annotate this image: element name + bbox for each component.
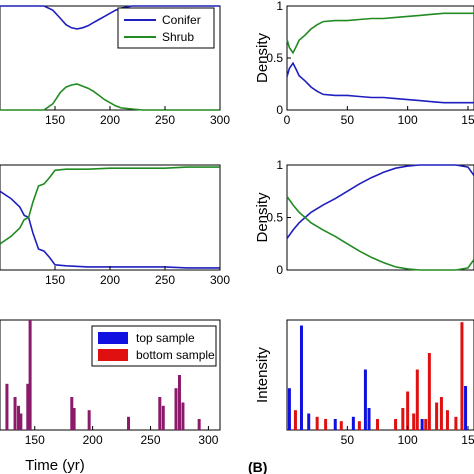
x-tick-label-b1: 15	[461, 113, 474, 127]
bar-a3	[181, 402, 185, 430]
x-tick-label-a3: 150	[25, 433, 45, 447]
bar-bottom-sample	[439, 397, 443, 430]
bar-top-sample	[351, 416, 355, 430]
x-tick-label-a3: 250	[141, 433, 161, 447]
bar-bottom-sample	[324, 419, 328, 430]
bar-bottom-sample	[401, 408, 405, 430]
bar-a3	[161, 405, 165, 430]
bar-bottom-sample	[454, 416, 458, 430]
x-tick-label-a2: 250	[155, 273, 175, 287]
x-tick-label-b3: 15	[461, 433, 474, 447]
y-tick-label-b1: 0	[276, 103, 283, 117]
x-tick-label-a1: 200	[100, 113, 120, 127]
series-line-b1-1	[286, 12, 474, 55]
bar-bottom-sample	[357, 421, 361, 430]
y-tick-label-b1: 0.5	[266, 51, 283, 65]
x-tick-label-b3: 100	[398, 433, 418, 447]
series-line-a1-1	[0, 83, 220, 111]
x-tick-label-a2: 200	[100, 273, 120, 287]
bar-bottom-sample	[315, 416, 319, 430]
bar-a3	[19, 413, 23, 430]
bar-top-sample	[299, 325, 303, 430]
bar-top-sample	[333, 419, 337, 430]
bar-bottom-sample	[445, 410, 449, 430]
x-tick-label-b1: 100	[398, 113, 418, 127]
bar-bottom-sample	[293, 410, 297, 430]
axes-frame-a3	[0, 319, 221, 431]
bar-top-sample	[307, 413, 311, 430]
x-tick-label-a1: 300	[210, 113, 230, 127]
x-axis-label-a3: Time (yr)	[25, 457, 84, 474]
x-tick-label-a3: 200	[83, 433, 103, 447]
y-tick-label-b2: 1	[276, 158, 283, 172]
bar-bottom-sample	[415, 369, 419, 430]
bar-bottom-sample	[375, 419, 379, 430]
bar-a3	[17, 405, 21, 430]
y-tick-label-b1: 1	[276, 0, 283, 13]
axes-frame-a2	[0, 164, 221, 271]
y-axis-label-b3: Intensity	[254, 347, 271, 403]
x-tick-label-a2: 150	[45, 273, 65, 287]
bar-a3	[28, 320, 32, 430]
bar-top-sample	[464, 386, 468, 430]
bar-a3	[70, 397, 74, 430]
legend-a3-swatch	[98, 332, 128, 344]
series-line-b2-0	[286, 164, 474, 239]
bar-a3	[197, 419, 201, 430]
y-tick-label-b2: 0.5	[266, 211, 283, 225]
bar-bottom-sample	[460, 322, 464, 430]
axes-frame-b1	[286, 5, 474, 111]
legend-a3-entry: bottom sample	[136, 348, 215, 362]
series-line-b2-1	[286, 196, 474, 271]
bar-top-sample	[367, 408, 371, 430]
axes-frame-b2	[286, 164, 474, 271]
y-axis-label-b2: Density	[254, 192, 271, 243]
x-tick-label-b3: 50	[341, 433, 355, 447]
legend-a1-entry: Shrub	[162, 30, 194, 44]
bar-bottom-sample	[435, 402, 439, 430]
series-line-a2-1	[0, 166, 220, 245]
bar-a3	[72, 408, 76, 430]
panel-b-label: (B)	[248, 459, 267, 474]
y-tick-label-b2: 0	[276, 263, 283, 277]
bar-a3	[127, 416, 131, 430]
y-axis-label-b1: Density	[254, 32, 271, 83]
bar-bottom-sample	[394, 419, 398, 430]
legend-a1-box	[117, 7, 215, 49]
bar-bottom-sample	[424, 419, 428, 430]
bar-a3	[26, 383, 30, 430]
bar-a3	[158, 397, 162, 430]
bar-a3	[174, 388, 178, 430]
bar-a3	[87, 410, 91, 430]
bar-bottom-sample	[427, 353, 431, 430]
bar-bottom-sample	[412, 413, 416, 430]
legend-a3-entry: top sample	[136, 331, 195, 345]
x-tick-label-a1: 150	[45, 113, 65, 127]
bar-a3	[5, 383, 9, 430]
series-line-b1-0	[286, 61, 474, 104]
legend-a1-entry: Conifer	[162, 13, 201, 27]
bar-bottom-sample	[406, 391, 410, 430]
series-line-a2-0	[0, 190, 220, 269]
bar-top-sample	[363, 369, 367, 430]
legend-a3-swatch	[98, 349, 128, 361]
x-tick-label-a1: 250	[155, 113, 175, 127]
x-tick-label-a3: 300	[198, 433, 218, 447]
x-tick-label-b1: 0	[284, 113, 291, 127]
x-tick-label-a2: 300	[210, 273, 230, 287]
bar-top-sample	[287, 388, 291, 430]
bar-a3	[177, 375, 181, 430]
bar-top-sample	[420, 419, 424, 430]
bar-bottom-sample	[339, 421, 343, 430]
axes-frame-b3	[286, 319, 474, 431]
bar-a3	[13, 397, 17, 430]
x-tick-label-b1: 50	[341, 113, 355, 127]
